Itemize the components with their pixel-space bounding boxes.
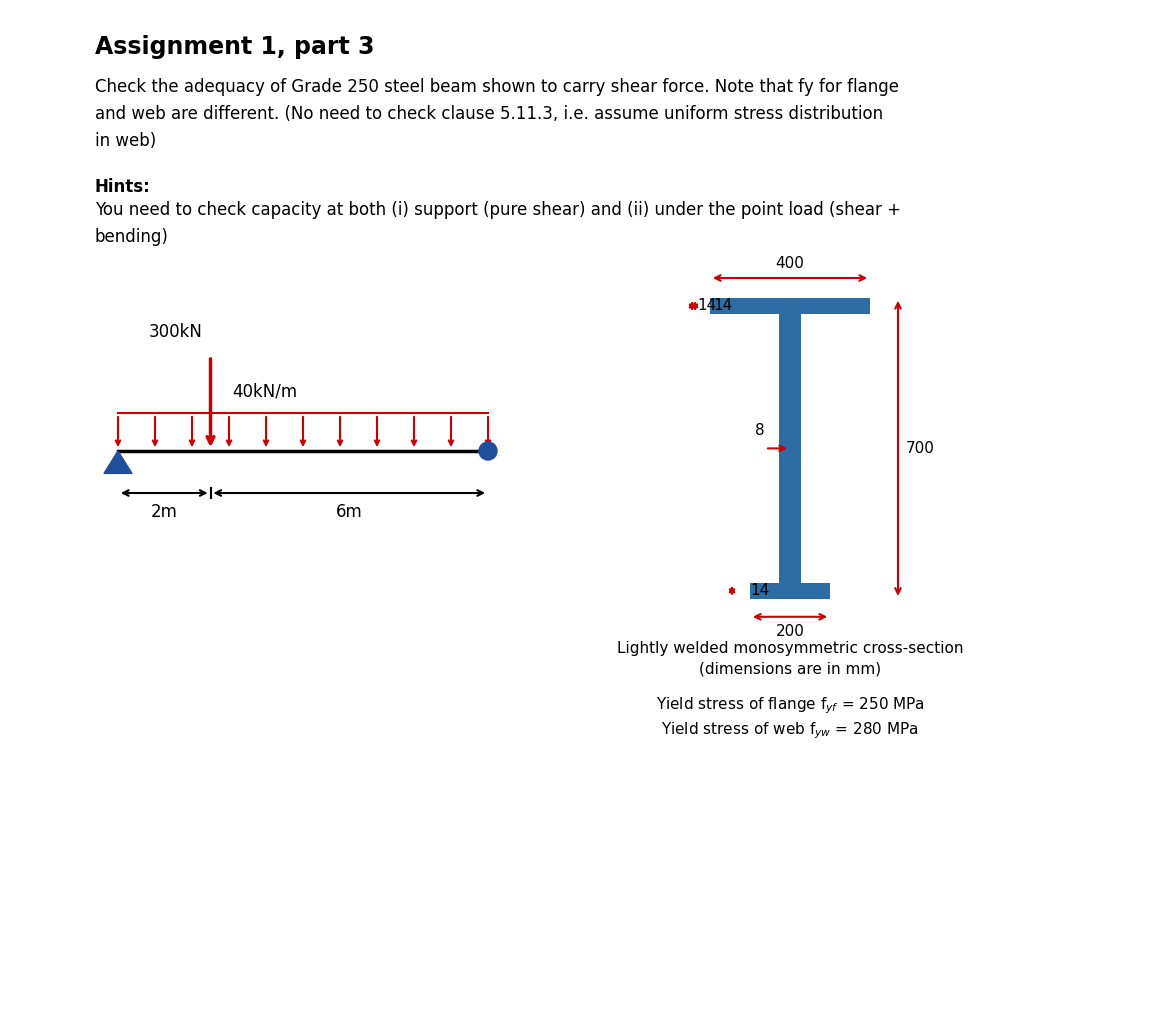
Text: 700: 700 (906, 441, 935, 456)
Text: 2m: 2m (151, 503, 178, 521)
Text: 14: 14 (713, 299, 732, 313)
Text: Yield stress of web f$_{yw}$ = 280 MPa: Yield stress of web f$_{yw}$ = 280 MPa (661, 721, 918, 742)
Circle shape (479, 442, 497, 460)
Text: 8: 8 (755, 424, 765, 439)
Text: 400: 400 (776, 256, 805, 271)
Bar (750, 583, 830, 598)
Text: Check the adequacy of Grade 250 steel beam shown to carry shear force. Note that: Check the adequacy of Grade 250 steel be… (95, 78, 899, 150)
Bar (779, 314, 801, 583)
Text: Assignment 1, part 3: Assignment 1, part 3 (95, 35, 374, 59)
Text: 300kN: 300kN (149, 323, 202, 341)
Text: 200: 200 (776, 624, 805, 638)
Text: 6m: 6m (336, 503, 363, 521)
Text: Lightly welded monosymmetric cross-section
(dimensions are in mm): Lightly welded monosymmetric cross-secti… (617, 640, 963, 677)
Text: Hints:: Hints: (95, 178, 151, 196)
Bar (710, 298, 870, 314)
Text: 40kN/m: 40kN/m (233, 383, 297, 401)
Text: You need to check capacity at both (i) support (pure shear) and (ii) under the p: You need to check capacity at both (i) s… (95, 201, 901, 247)
Text: Yield stress of flange f$_{yf}$ = 250 MPa: Yield stress of flange f$_{yf}$ = 250 MP… (655, 696, 924, 716)
Text: 14: 14 (697, 299, 716, 313)
Text: 14: 14 (750, 583, 769, 598)
Polygon shape (104, 451, 132, 474)
